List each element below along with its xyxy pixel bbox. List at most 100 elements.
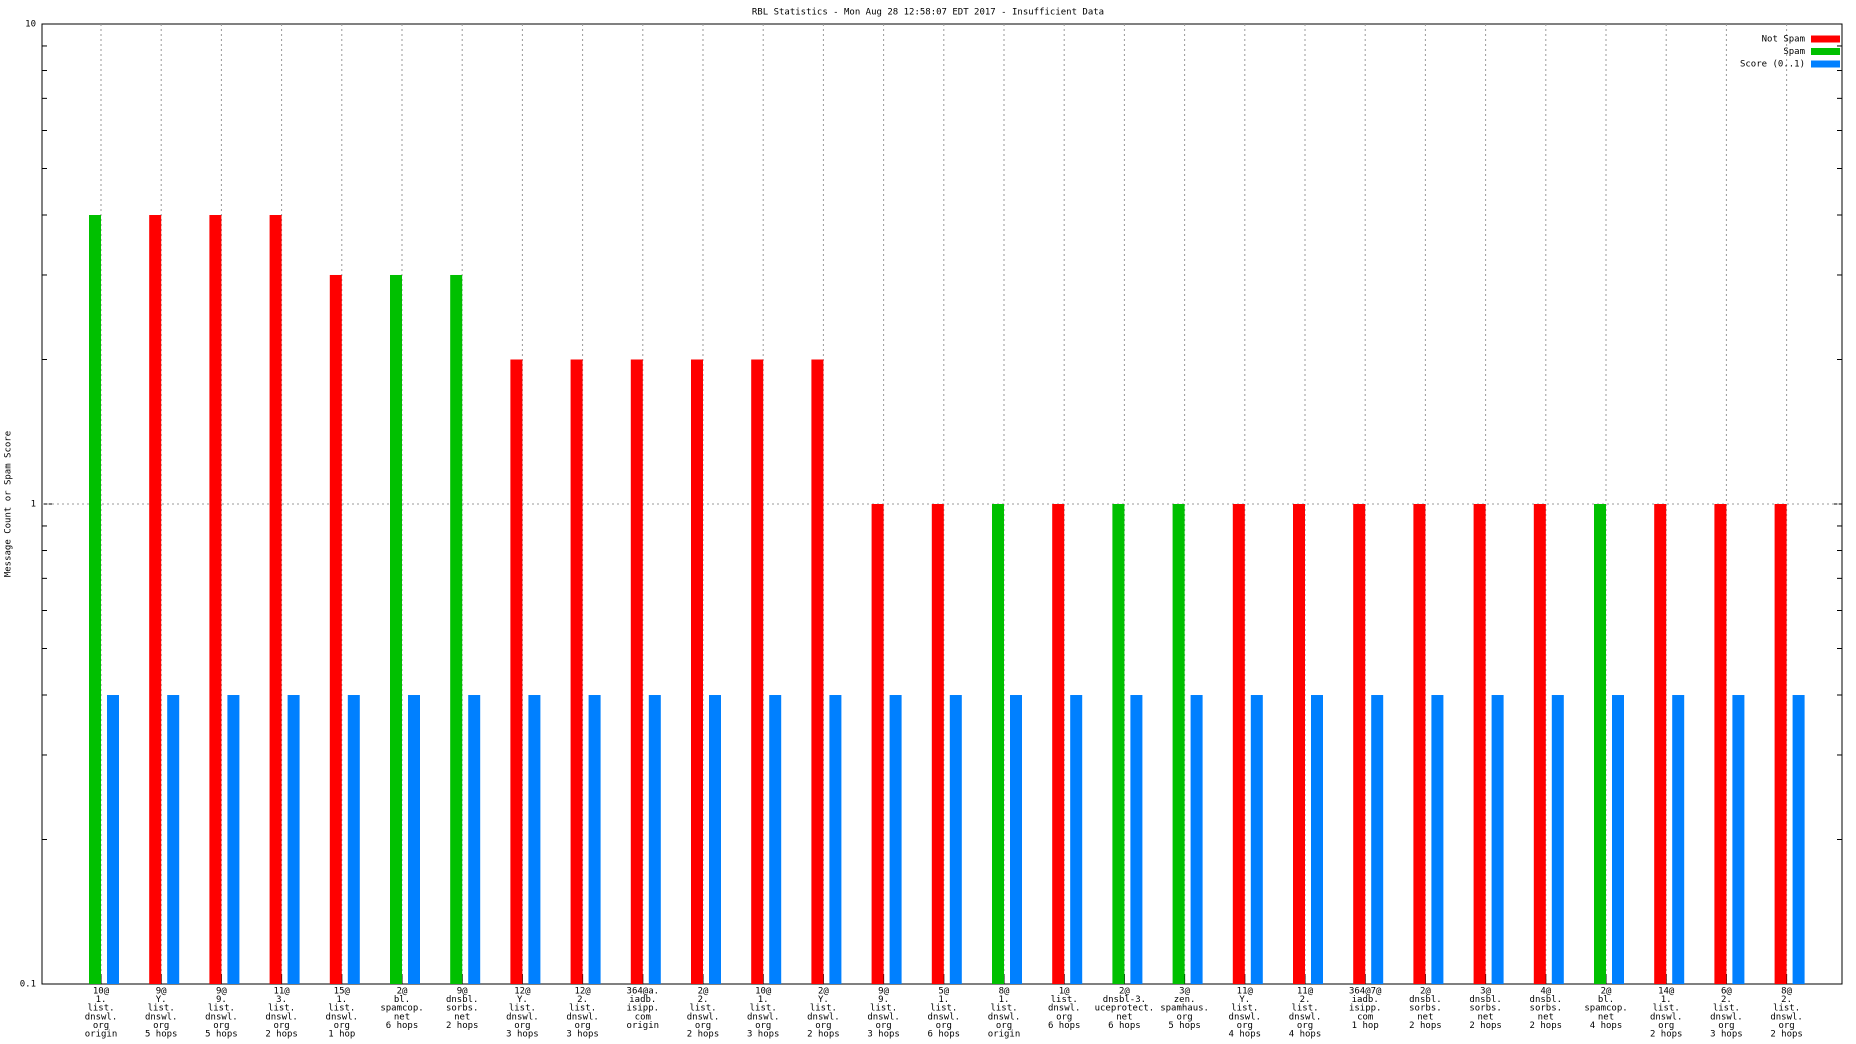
legend-label: Spam <box>1783 47 1805 57</box>
x-tick-label: sorbs. <box>1469 1004 1502 1014</box>
x-tick-label: zen. <box>1174 995 1196 1005</box>
bar <box>1413 504 1426 984</box>
x-tick-label: dnsbl. <box>446 995 479 1005</box>
x-tick-label: 5 hops <box>1168 1021 1201 1031</box>
x-tick-label: 9@ <box>457 987 468 997</box>
x-tick-label: 3. <box>276 995 287 1005</box>
x-tick-label: 3 hops <box>566 1030 599 1040</box>
x-tick-label: dnsbl-3. <box>1103 995 1146 1005</box>
bar <box>1491 695 1504 984</box>
x-tick-label: 4 hops <box>1289 1030 1322 1040</box>
x-tick-label: 15@ <box>334 987 351 997</box>
bar <box>1431 695 1444 984</box>
x-tick-label: dnswl. <box>1048 1004 1081 1014</box>
bar <box>227 695 240 984</box>
bar <box>209 215 222 984</box>
x-tick-label: org <box>936 1021 952 1031</box>
x-tick-label: org <box>996 1021 1012 1031</box>
x-tick-label: 11@ <box>1297 987 1314 997</box>
x-tick-label: 5 hops <box>145 1030 178 1040</box>
x-tick-label: list. <box>328 1004 355 1014</box>
bar <box>1232 504 1245 984</box>
x-tick-label: dnswl. <box>205 1012 238 1022</box>
legend-label: Not Spam <box>1762 35 1805 45</box>
y-axis-label: Message Count or Spam Score <box>4 431 14 577</box>
y-tick-label: 10 <box>25 20 36 30</box>
x-tick-label: org <box>334 1021 350 1031</box>
bar <box>1533 504 1546 984</box>
x-tick-label: list. <box>810 1004 837 1014</box>
x-tick-label: 2@ <box>1420 987 1431 997</box>
chart-title: RBL Statistics - Mon Aug 28 12:58:07 EDT… <box>752 8 1104 18</box>
x-tick-label: spamcop. <box>380 1004 423 1014</box>
x-tick-label: 9. <box>216 995 227 1005</box>
x-tick-label: 2 hops <box>1409 1021 1442 1031</box>
x-tick-label: dnswl. <box>1289 1012 1322 1022</box>
x-tick-label: list. <box>689 1004 716 1014</box>
x-tick-label: 2 hops <box>687 1030 720 1040</box>
bar <box>450 274 463 984</box>
x-tick-label: 11@ <box>273 987 290 997</box>
x-tick-label: sorbs. <box>1409 1004 1442 1014</box>
x-tick-label: list. <box>990 1004 1017 1014</box>
x-tick-label: org <box>273 1021 289 1031</box>
x-tick-label: 3@ <box>1179 987 1190 997</box>
x-tick-label: 9. <box>878 995 889 1005</box>
bar <box>1112 504 1125 984</box>
x-tick-label: sorbs. <box>446 1004 479 1014</box>
x-tick-label: origin <box>85 1030 118 1040</box>
bar <box>287 695 300 984</box>
bar <box>468 695 481 984</box>
bar <box>931 504 944 984</box>
x-tick-label: dnswl. <box>747 1012 780 1022</box>
bar <box>1371 695 1384 984</box>
bar <box>149 215 162 984</box>
x-tick-label: 9@ <box>156 987 167 997</box>
bar <box>1654 504 1667 984</box>
x-tick-label: 3 hops <box>506 1030 539 1040</box>
x-tick-label: 8@ <box>1781 987 1792 997</box>
x-tick-label: list. <box>569 1004 596 1014</box>
x-tick-label: 364@a. <box>627 987 660 997</box>
x-tick-label: list. <box>509 1004 536 1014</box>
x-tick-label: list. <box>1231 1004 1258 1014</box>
bar <box>992 504 1004 984</box>
x-tick-label: iadb. <box>1352 995 1379 1005</box>
x-tick-label: org <box>93 1021 109 1031</box>
x-tick-label: 1. <box>1661 995 1672 1005</box>
x-tick-label: 2 hops <box>1770 1030 1803 1040</box>
x-tick-label: 2 hops <box>807 1030 840 1040</box>
x-tick-label: 3@ <box>1480 987 1491 997</box>
bar <box>829 695 842 984</box>
x-tick-label: org <box>514 1021 530 1031</box>
bar <box>269 215 282 984</box>
x-tick-label: 11@ <box>1237 987 1254 997</box>
x-tick-label: dnswl. <box>928 1012 961 1022</box>
x-tick-label: bl. <box>394 995 410 1005</box>
x-tick-label: 12@ <box>574 987 591 997</box>
bar <box>167 695 180 984</box>
x-tick-label: dnswl. <box>566 1012 599 1022</box>
x-tick-label: dnsbl. <box>1469 995 1502 1005</box>
bar <box>1353 504 1366 984</box>
x-tick-label: com <box>1357 1012 1373 1022</box>
x-tick-label: list. <box>870 1004 897 1014</box>
x-tick-label: 6 hops <box>1108 1021 1141 1031</box>
x-tick-label: spamhaus. <box>1160 1004 1209 1014</box>
x-tick-label: dnswl. <box>687 1012 720 1022</box>
x-tick-label: org <box>574 1021 590 1031</box>
x-tick-label: 5@ <box>938 987 949 997</box>
bar <box>107 695 119 984</box>
x-tick-label: org <box>1297 1021 1313 1031</box>
bar <box>1792 695 1805 984</box>
bar <box>709 695 721 984</box>
legend-swatch <box>1811 60 1840 68</box>
x-tick-label: Y. <box>156 995 167 1005</box>
x-tick-label: 10@ <box>93 987 110 997</box>
x-tick-label: 10@ <box>755 987 772 997</box>
x-tick-label: 2@ <box>818 987 829 997</box>
x-tick-label: 6 hops <box>386 1021 419 1031</box>
x-tick-label: list. <box>1051 995 1078 1005</box>
